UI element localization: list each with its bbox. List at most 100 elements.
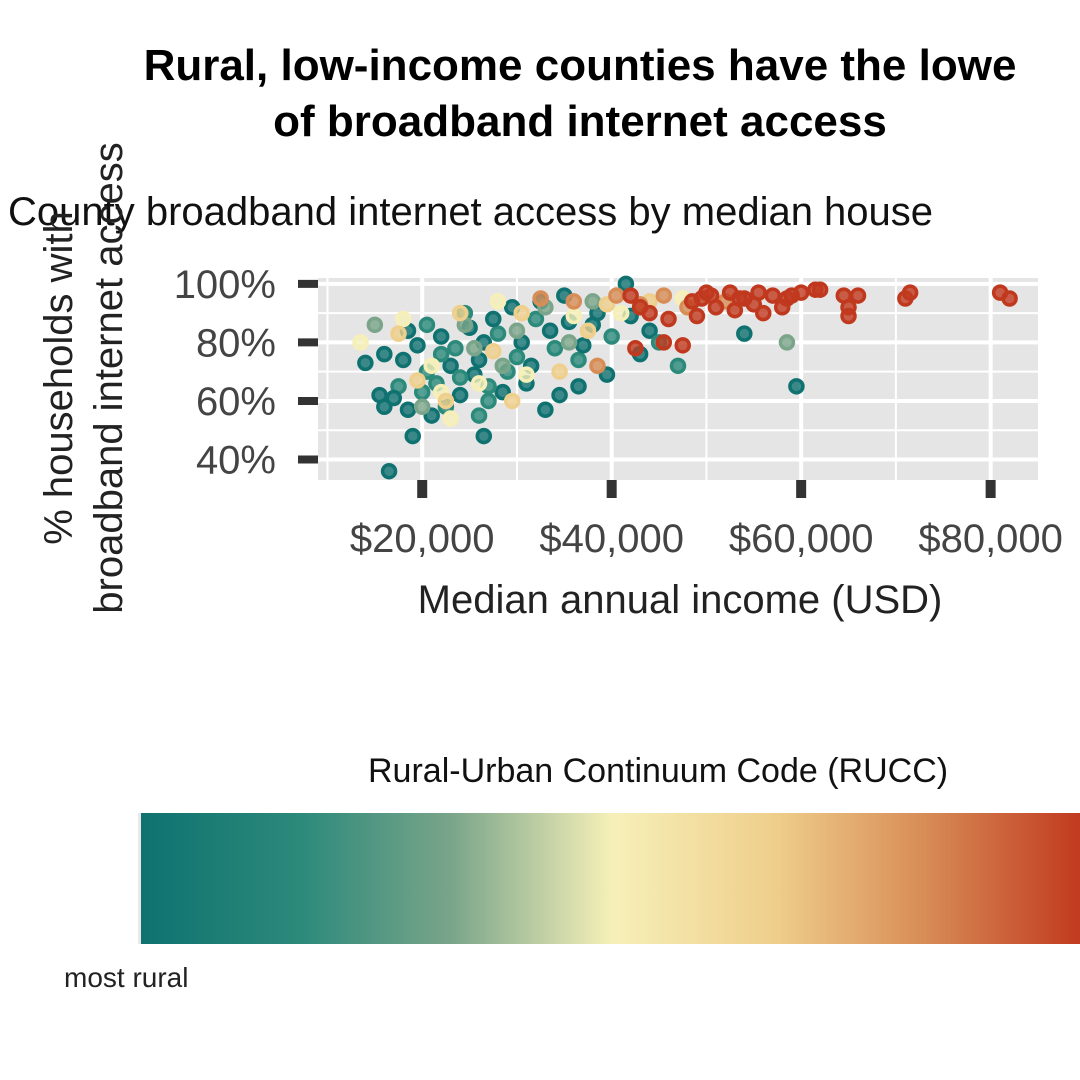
legend-low-label: most rural <box>64 962 189 993</box>
data-point <box>357 354 374 372</box>
data-point <box>655 334 673 351</box>
data-point <box>764 287 781 304</box>
data-point <box>409 337 426 354</box>
chart-title-line-1: Rural, low-income counties have the lowe <box>143 41 1017 90</box>
data-point <box>641 322 658 339</box>
data-point <box>466 340 483 357</box>
data-point <box>352 334 369 351</box>
y-axis-tick-label: 100% <box>174 263 276 307</box>
data-point <box>395 310 412 328</box>
x-axis-tick-labels: $20,000 $40,000 $60,000 $80,000 <box>350 517 1063 561</box>
data-point <box>404 427 421 445</box>
y-axis-tick-label: 60% <box>196 380 276 424</box>
data-point <box>508 348 526 366</box>
data-point <box>579 322 597 339</box>
data-point <box>409 372 426 389</box>
data-point <box>489 325 507 342</box>
data-point <box>589 357 606 375</box>
data-point <box>901 284 919 301</box>
data-point <box>480 392 497 410</box>
y-axis-title-line-1: % households with <box>37 211 81 545</box>
x-axis-tick-label: $60,000 <box>729 517 874 561</box>
data-point <box>442 410 459 427</box>
data-point <box>451 304 469 322</box>
data-point <box>541 322 559 339</box>
data-point <box>773 299 791 316</box>
data-point <box>447 340 464 357</box>
data-point <box>783 287 800 304</box>
data-point <box>437 392 455 410</box>
data-point <box>380 462 398 480</box>
data-point <box>489 293 507 310</box>
data-point <box>432 328 450 345</box>
chart-title-line-2: of broadband internet access <box>273 97 887 146</box>
data-point <box>840 307 857 325</box>
data-point <box>423 407 440 424</box>
data-point <box>565 307 583 325</box>
y-axis-tick-label: 40% <box>196 439 276 483</box>
data-point <box>669 357 687 375</box>
data-point <box>849 287 867 304</box>
data-point <box>584 293 601 310</box>
data-points <box>352 275 1018 480</box>
chart-subtitle: County broadband internet access by medi… <box>8 190 934 234</box>
data-point <box>399 401 417 418</box>
legend-colorbar <box>138 813 1080 944</box>
data-point <box>598 366 616 383</box>
x-axis-title: Median annual income (USD) <box>417 578 943 622</box>
data-point <box>655 287 673 304</box>
data-point <box>513 304 530 322</box>
data-point <box>546 340 564 357</box>
x-axis-tick-label: $40,000 <box>539 517 684 561</box>
data-point <box>570 378 587 395</box>
data-point <box>627 340 644 357</box>
data-point <box>371 386 388 404</box>
data-point <box>518 366 535 383</box>
data-point <box>688 307 706 325</box>
data-point <box>575 337 592 354</box>
data-point <box>503 392 521 410</box>
data-point <box>674 337 691 354</box>
data-point <box>451 369 469 386</box>
data-point <box>565 293 583 310</box>
data-point <box>475 427 493 445</box>
data-point <box>660 310 677 328</box>
data-point <box>485 310 502 328</box>
legend-title: Rural-Urban Continuum Code (RUCC) <box>368 752 949 790</box>
data-point <box>560 334 578 351</box>
data-point <box>731 290 748 307</box>
data-point <box>622 287 639 304</box>
data-point <box>811 281 829 298</box>
y-axis-tick-label: 80% <box>196 321 276 365</box>
data-point <box>470 407 488 424</box>
data-point <box>395 351 412 369</box>
data-point <box>390 325 407 342</box>
data-point <box>603 328 620 345</box>
data-point <box>494 357 511 375</box>
data-point <box>1001 290 1018 307</box>
data-point <box>423 357 440 375</box>
data-point <box>736 325 753 342</box>
x-axis-tick-label: $20,000 <box>350 517 495 561</box>
data-point <box>537 401 554 418</box>
data-point <box>570 351 587 369</box>
data-point <box>527 310 545 328</box>
y-axis-tick-labels: 40% 60% 80% 100% <box>174 263 276 483</box>
data-point <box>631 299 649 316</box>
data-point <box>413 398 431 416</box>
data-point <box>418 316 436 334</box>
y-axis-title-line-2: broadband internet access <box>87 142 131 614</box>
data-point <box>366 316 384 334</box>
data-point <box>788 378 805 395</box>
data-point <box>494 383 511 401</box>
x-axis-tick-label: $80,000 <box>918 517 1063 561</box>
data-point <box>376 345 393 363</box>
data-point <box>608 287 625 304</box>
data-point <box>707 299 725 316</box>
data-point <box>432 345 450 363</box>
data-point <box>442 357 459 375</box>
data-point <box>551 386 568 404</box>
data-point <box>551 363 568 380</box>
data-point <box>778 334 796 351</box>
